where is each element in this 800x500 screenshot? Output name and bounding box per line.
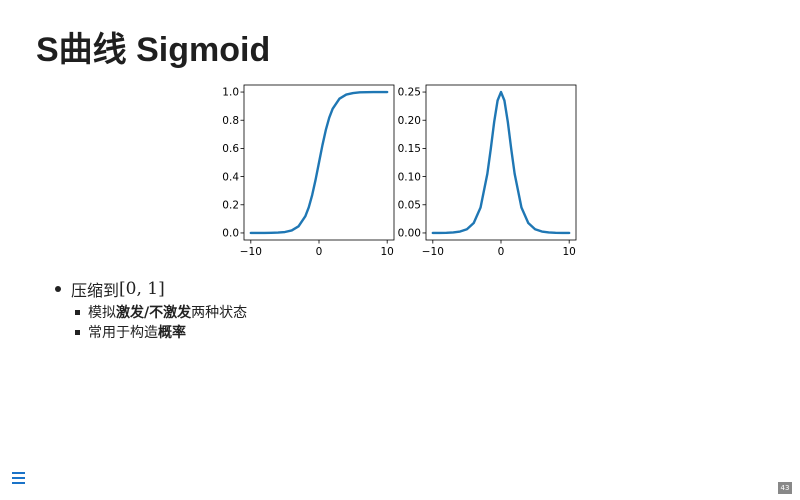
bullet-square [75, 309, 80, 315]
sub1-bold: 激发/不激发 [116, 305, 192, 321]
chart-1-ytick-label: 0.2 [222, 199, 239, 211]
chart-2-ytick-label: 0.25 [398, 87, 421, 99]
bullet-main: 压缩到 [0, 1] [55, 276, 247, 302]
chart-2-ytick-label: 0.00 [398, 228, 421, 240]
chart-1-ytick-label: 0.8 [222, 115, 239, 127]
slide-title: S曲线 Sigmoid [36, 31, 271, 69]
chart-2-series-line [431, 90, 571, 235]
bullet-sub-1: 模拟 激发/不激发 两种状态 [75, 302, 247, 322]
sigmoid-charts: 0.0 0.2 0.4 0.6 0.8 1.0 −10 0 10 0.00 0.05 0.10 0.15… [212, 80, 592, 265]
chart-1-ytick-label: 0.6 [222, 143, 239, 155]
bullet-square [75, 329, 80, 335]
chart-1-series-line [249, 90, 389, 235]
chart-2-frame [425, 84, 577, 241]
bullet-main-text: 压缩到 [71, 281, 120, 300]
chart-2-xtick-label: −10 [422, 246, 444, 258]
page-number-badge: 43 [778, 482, 792, 494]
chart-1-xtick-label: 10 [380, 246, 393, 258]
sub2-text-a: 常用于构造 [88, 325, 158, 341]
bullet-main-math: [0, 1] [119, 279, 165, 299]
chart-2-ytick-label: 0.10 [398, 171, 421, 183]
chart-2-ytick-label: 0.05 [398, 199, 421, 211]
charts-svg: 0.0 0.2 0.4 0.6 0.8 1.0 −10 0 10 0.00 0.05 0.10 0.15… [222, 84, 577, 258]
sub1-text-a: 模拟 [88, 305, 116, 321]
bullet-list: 压缩到 [0, 1] 模拟 激发/不激发 两种状态 常用于构造 概率 [55, 276, 247, 342]
hamburger-menu-icon[interactable] [12, 472, 25, 485]
chart-2-xtick-label: 0 [498, 246, 505, 258]
bullet-dot [55, 286, 61, 292]
chart-1-ytick-label: 1.0 [222, 87, 239, 99]
sub1-text-b: 两种状态 [191, 305, 248, 321]
chart-2-ytick-label: 0.15 [398, 143, 421, 155]
chart-2-xtick-label: 10 [562, 246, 575, 258]
chart-1-ytick-label: 0.4 [222, 171, 239, 183]
sub2-bold: 概率 [158, 325, 186, 341]
bullet-sub-2: 常用于构造 概率 [75, 322, 247, 342]
chart-2-ytick-label: 0.20 [398, 115, 421, 127]
chart-1-xtick-label: −10 [240, 246, 262, 258]
chart-1-ytick-label: 0.0 [222, 228, 239, 240]
chart-1-xtick-label: 0 [316, 246, 323, 258]
